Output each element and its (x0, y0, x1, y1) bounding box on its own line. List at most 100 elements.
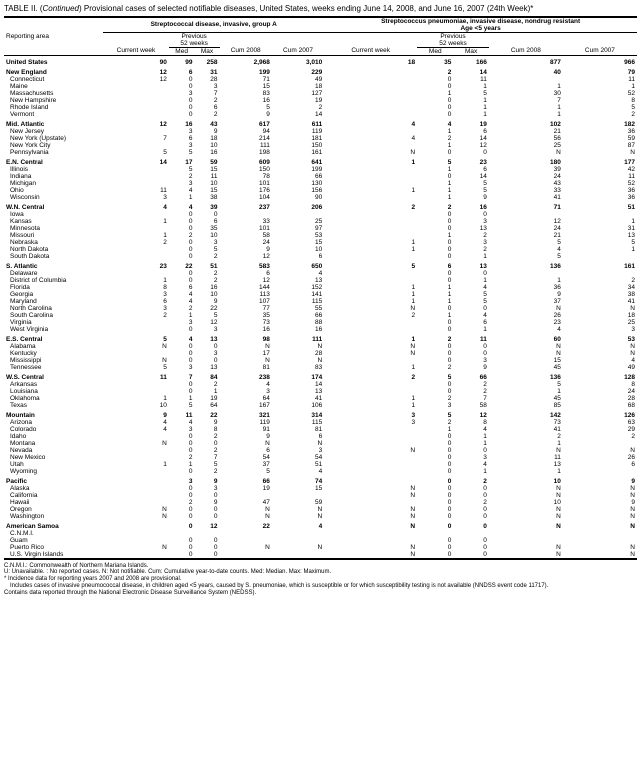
cell-value (194, 530, 219, 537)
table-row: Illinois515150199163942 (4, 166, 637, 173)
table-row: Ohio114151761561153336 (4, 187, 637, 194)
footnote: U: Unavailable. : No reported cases. N: … (4, 569, 637, 576)
cell-value: 0 (417, 173, 453, 180)
cell-value: 9 (194, 499, 219, 506)
cell-value: 0 (194, 440, 219, 447)
cell-value: 54 (220, 454, 272, 461)
table-row: Nebraska203241510355 (4, 239, 637, 246)
cell-value: 9 (220, 433, 272, 440)
cell-value: 0 (417, 326, 453, 333)
cell-value: 0 (453, 537, 488, 544)
table-row: Arkansas024140258 (4, 381, 637, 388)
row-label: Tennessee (4, 364, 103, 371)
table-row: Alaska031915N00NN (4, 485, 637, 492)
cell-value: 5 (169, 402, 195, 409)
table-row: Maine0315180111 (4, 83, 637, 90)
cell-value: N (489, 520, 563, 530)
cell-value: 90 (272, 194, 324, 201)
cell-value: 9 (563, 475, 637, 485)
row-label: Texas (4, 402, 103, 409)
cell-value: 11 (563, 173, 637, 180)
cell-value: 5 (417, 156, 453, 166)
cell-value: 10 (194, 291, 219, 298)
cell-value (324, 128, 417, 135)
table-row: District of Columbia10212130112 (4, 277, 637, 284)
table-row: Nevada0263N00NN (4, 447, 637, 454)
table-row: North Dakota0591010241 (4, 246, 637, 253)
cell-value: N (563, 447, 637, 454)
cell-value: N (324, 506, 417, 513)
cell-value: N (489, 350, 563, 357)
cell-value: 90 (103, 55, 169, 66)
row-label: Minnesota (4, 225, 103, 232)
cell-value (103, 485, 169, 492)
cell-value: 0 (194, 343, 219, 350)
cell-value: 2 (417, 419, 453, 426)
table-row: Georgia3410113141115938 (4, 291, 637, 298)
cell-value: 9 (194, 419, 219, 426)
cell-value: 0 (169, 485, 195, 492)
cell-value: 11 (194, 173, 219, 180)
table-row: Virginia3127388062325 (4, 319, 637, 326)
cell-value: 19 (453, 118, 488, 128)
cell-value: 1 (324, 364, 417, 371)
cell-value: 0 (453, 506, 488, 513)
cell-value: 88 (272, 319, 324, 326)
cell-value: 2 (417, 364, 453, 371)
cell-value: 0 (417, 111, 453, 118)
table-row: Tennessee531381831294549 (4, 364, 637, 371)
cell-value (103, 388, 169, 395)
cell-value: 102 (489, 118, 563, 128)
cell-value: 0 (169, 433, 195, 440)
row-label: E.N. Central (4, 156, 103, 166)
cell-value: 0 (417, 381, 453, 388)
table-row: New York City3101111501122587 (4, 142, 637, 149)
cell-value: 14 (272, 381, 324, 388)
cell-value: 12 (103, 66, 169, 76)
cell-value: 3 (194, 350, 219, 357)
prev-b: Previous (417, 32, 489, 40)
cell-value: 0 (453, 211, 488, 218)
cell-value (324, 388, 417, 395)
cell-value: 49 (563, 364, 637, 371)
cell-value: 0 (417, 520, 453, 530)
cell-value: 11 (169, 409, 195, 419)
row-label: New Hampshire (4, 97, 103, 104)
cell-value: N (489, 447, 563, 454)
cell-value (220, 551, 272, 559)
row-label: Mid. Atlantic (4, 118, 103, 128)
table-row: Wyoming0254011 (4, 468, 637, 475)
cell-value: 150 (272, 142, 324, 149)
cell-value: 6 (194, 218, 219, 225)
cell-value: 177 (563, 156, 637, 166)
cell-value: 94 (220, 128, 272, 135)
cell-value: 0 (169, 211, 195, 218)
cell-value: 83 (220, 90, 272, 97)
cell-value: 182 (563, 118, 637, 128)
cell-value: 0 (417, 454, 453, 461)
cell-value: 0 (417, 225, 453, 232)
cell-value: 16 (272, 326, 324, 333)
cell-value: 39 (194, 201, 219, 211)
cell-value: 1 (489, 83, 563, 90)
col-cum07-b: Cum 2007 (563, 47, 637, 55)
table-row: OregonN00NNN00NN (4, 506, 637, 513)
cell-value: 52 (563, 180, 637, 187)
cell-value: 136 (489, 371, 563, 381)
cell-value: 43 (194, 118, 219, 128)
cell-value: 7 (169, 371, 195, 381)
footnotes: C.N.M.I.: Commonwealth of Northern Maria… (4, 563, 637, 597)
cell-value (324, 433, 417, 440)
cell-value: 2 (194, 468, 219, 475)
cell-value: 68 (563, 402, 637, 409)
cell-value (103, 142, 169, 149)
cell-value (324, 537, 417, 544)
cell-value: 1 (453, 440, 488, 447)
cell-value: 13 (453, 225, 488, 232)
cell-value: 10 (489, 475, 563, 485)
cell-value: 42 (563, 166, 637, 173)
cell-value: 38 (563, 291, 637, 298)
cell-value: 85 (489, 402, 563, 409)
cell-value: 4 (453, 312, 488, 319)
col-reporting-area: Reporting area (4, 17, 103, 56)
